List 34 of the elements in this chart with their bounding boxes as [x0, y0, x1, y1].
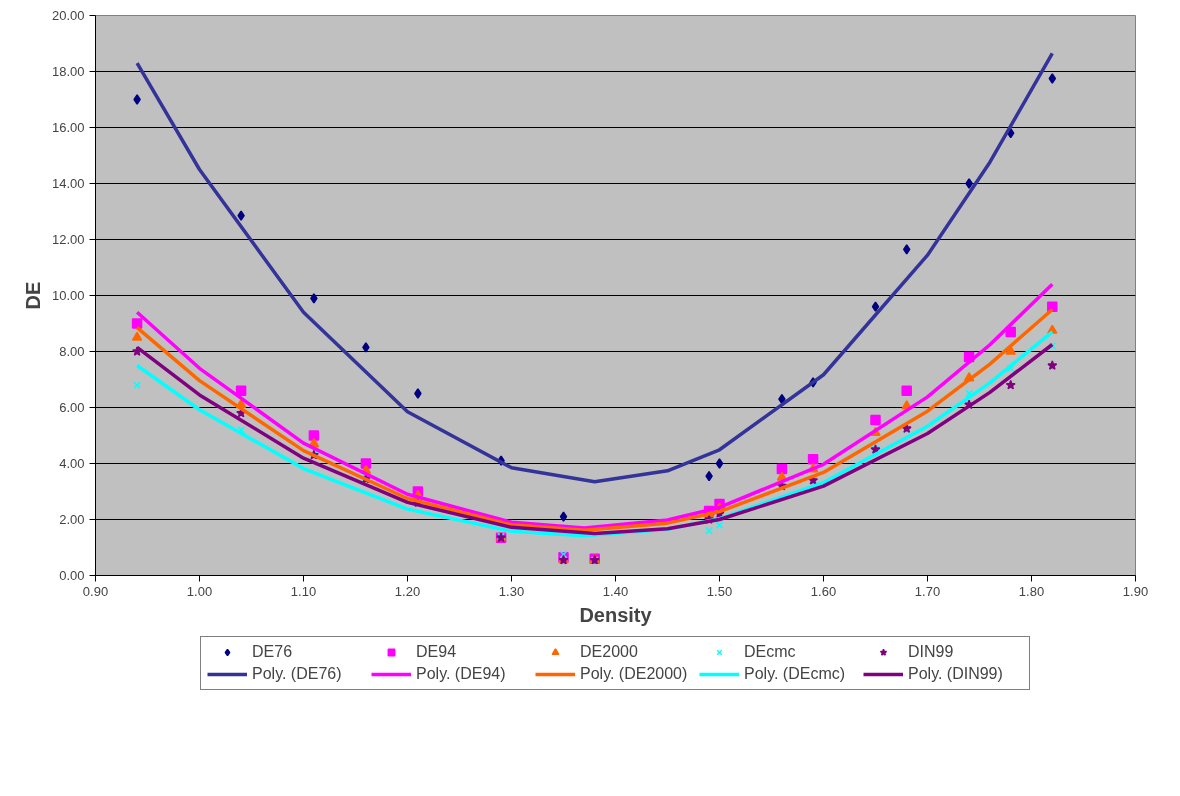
x-tick-label: 1.20 [394, 583, 421, 599]
x-axis-title: Density [579, 603, 653, 626]
legend-label: Poly. (DE94) [416, 665, 507, 683]
y-tick-label: 8.00 [59, 344, 85, 359]
y-tick-label: 20.00 [51, 8, 85, 23]
x-tick-label: 0.90 [82, 583, 109, 599]
x-tick-label: 1.60 [810, 583, 837, 599]
y-tick-label: 14.00 [51, 176, 85, 191]
x-tick-label: 1.50 [706, 583, 733, 599]
y-tick-label: 4.00 [59, 456, 85, 471]
x-tick-label: 1.90 [1122, 583, 1149, 599]
x-tick-label: 1.10 [290, 583, 317, 599]
legend-label: DE94 [416, 643, 458, 661]
y-tick-label: 12.00 [51, 232, 85, 247]
x-tick-label: 1.30 [498, 583, 525, 599]
legend-label: DE2000 [580, 643, 639, 661]
x-tick-label: 1.00 [186, 583, 213, 599]
x-tick-label: 1.80 [1018, 583, 1045, 599]
x-tick-label: 1.70 [914, 583, 941, 599]
y-tick-label: 18.00 [51, 64, 85, 79]
legend-label: Poly. (DE2000) [580, 665, 689, 683]
y-tick-label: 10.00 [51, 288, 85, 303]
legend-label: Poly. (DEcmc) [744, 665, 847, 683]
y-axis-title: DE [21, 281, 44, 310]
legend-label: DIN99 [908, 643, 955, 661]
y-tick-label: 0.00 [59, 568, 85, 583]
legend-label: Poly. (DIN99) [908, 665, 1004, 683]
y-tick-label: 6.00 [59, 400, 85, 415]
y-tick-label: 16.00 [51, 120, 85, 135]
legend-label: DEcmc [744, 643, 797, 661]
x-tick-label: 1.40 [602, 583, 629, 599]
legend-label: Poly. (DE76) [252, 665, 343, 683]
y-tick-label: 2.00 [59, 512, 85, 527]
legend-label: DE76 [252, 643, 294, 661]
